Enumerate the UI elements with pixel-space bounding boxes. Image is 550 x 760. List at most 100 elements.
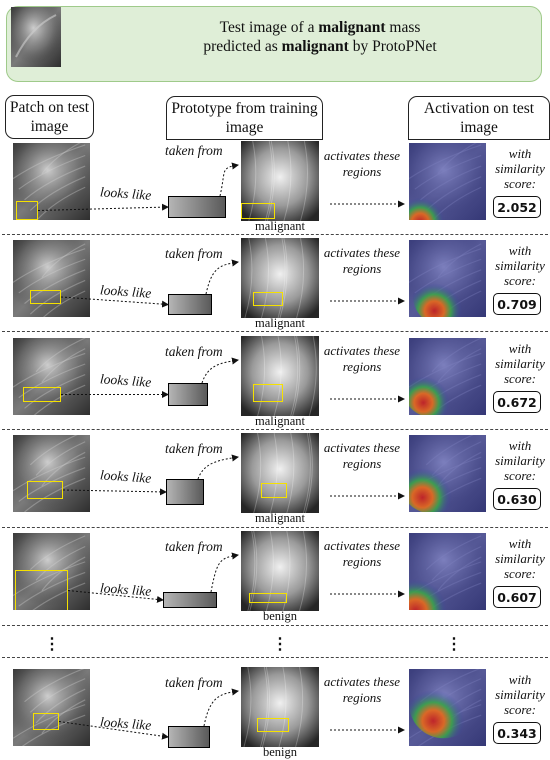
header-line2-bold: malignant (281, 38, 349, 55)
header-line2-pre: predicted as (203, 38, 282, 55)
row-arrows (58, 688, 405, 740)
prototype-row: malignant looks like taken from activates t… (0, 432, 550, 525)
activation-heatmap (409, 533, 486, 610)
similarity-score-value: 0.672 (493, 391, 541, 413)
row-arrows (67, 552, 405, 603)
patch-highlight-box (15, 570, 68, 610)
column-header-prototype: Prototype from training image (166, 96, 323, 140)
activation-heatmap (409, 143, 486, 220)
header-line1-pre: Test image of a (219, 19, 319, 36)
activates-regions-label: activates these regions (323, 674, 401, 705)
test-image (13, 240, 90, 317)
prototype-highlight-box (249, 593, 287, 603)
similarity-score-value: 2.052 (493, 196, 541, 218)
prototype-highlight-box (257, 718, 289, 732)
row-separator (2, 625, 548, 626)
similarity-score-value: 0.343 (493, 722, 541, 744)
row-separator (2, 657, 548, 658)
activation-heatmap (409, 669, 486, 746)
similarity-score-value: 0.709 (493, 293, 541, 315)
row-arrows (62, 454, 405, 500)
row-separator (2, 429, 548, 430)
prototype-row: malignant looks like taken from activates t… (0, 140, 550, 233)
prototype-highlight-box (253, 292, 283, 306)
ellipsis-patch: ⋮ (44, 636, 60, 653)
row-separator (2, 331, 548, 332)
taken-from-arrow (201, 357, 239, 384)
prototype-row: benign looks like taken from activates thes… (0, 530, 550, 623)
activates-regions-label: activates these regions (323, 148, 401, 179)
prototype-highlight-box (253, 384, 283, 402)
taken-from-label: taken from (165, 539, 223, 554)
header-caption: Test image of a malignant mass predicted… (120, 18, 520, 56)
row-separator (2, 234, 548, 235)
prototype-highlight-box (241, 203, 275, 219)
row-arrows (60, 259, 405, 308)
prototype-class-label: benign (262, 609, 298, 623)
similarity-score-label: with similarity score: (495, 146, 545, 191)
taken-from-arrow (210, 552, 239, 593)
prototype-patch (166, 479, 204, 505)
taken-from-label: taken from (165, 441, 223, 456)
taken-from-arrow (203, 688, 239, 727)
prototype-class-label: malignant (255, 219, 305, 233)
prototype-row: malignant looks like taken from activates t… (0, 335, 550, 428)
patch-highlight-box (27, 481, 63, 499)
patch-highlight-box (16, 201, 38, 220)
test-image-thumbnail (11, 7, 61, 67)
taken-from-label: taken from (165, 143, 223, 158)
header-banner (6, 6, 542, 82)
activates-regions-label: activates these regions (323, 440, 401, 471)
header-line2-post: by ProtoPNet (348, 38, 437, 55)
looks-like-arrow (37, 203, 169, 211)
header-line-1: Test image of a malignant mass (120, 18, 520, 37)
prototype-image (241, 667, 319, 747)
similarity-score-label: with similarity score: (495, 536, 545, 581)
activation-heatmap (409, 435, 486, 512)
prototype-class-label: benign (262, 745, 298, 759)
header-line1-bold: malignant (318, 19, 386, 36)
prototype-class-label: malignant (255, 414, 305, 428)
header-line1-post: mass (385, 19, 421, 36)
column-header-patch: Patch on test image (5, 95, 94, 139)
taken-from-arrow (219, 162, 239, 197)
taken-from-label: taken from (165, 344, 223, 359)
activates-regions-label: activates these regions (323, 343, 401, 374)
prototype-class-label: malignant (255, 511, 305, 525)
patch-highlight-box (33, 713, 59, 730)
test-image (13, 669, 90, 746)
taken-from-arrow (205, 259, 239, 295)
test-image (13, 338, 90, 415)
taken-from-label: taken from (165, 246, 223, 261)
column-header-activation: Activation on test image (408, 96, 550, 140)
patch-highlight-box (23, 387, 61, 402)
patch-highlight-box (30, 290, 61, 304)
prototype-image (241, 238, 319, 318)
activation-heatmap (409, 338, 486, 415)
taken-from-arrow (197, 454, 239, 480)
row-arrows (37, 162, 405, 211)
row-separator (2, 527, 548, 528)
activation-heatmap (409, 240, 486, 317)
activates-regions-label: activates these regions (323, 538, 401, 569)
similarity-score-label: with similarity score: (495, 672, 545, 717)
similarity-score-label: with similarity score: (495, 243, 545, 288)
similarity-score-value: 0.630 (493, 488, 541, 510)
prototype-row: benign looks like taken from activates thes… (0, 666, 550, 759)
prototype-image (241, 433, 319, 513)
similarity-score-value: 0.607 (493, 586, 541, 608)
test-image (13, 533, 90, 610)
prototype-highlight-box (261, 483, 287, 498)
test-image (13, 143, 90, 220)
test-image (13, 435, 90, 512)
prototype-row: malignant looks like taken from activates t… (0, 237, 550, 330)
looks-like-arrow (62, 488, 167, 496)
similarity-score-label: with similarity score: (495, 341, 545, 386)
row-arrows (61, 357, 405, 403)
header-line-2: predicted as malignant by ProtoPNet (120, 37, 520, 56)
prototype-image (241, 531, 319, 611)
prototype-class-label: malignant (255, 316, 305, 330)
prototype-image (241, 336, 319, 416)
similarity-score-label: with similarity score: (495, 438, 545, 483)
ellipsis-activation: ⋮ (446, 636, 462, 653)
